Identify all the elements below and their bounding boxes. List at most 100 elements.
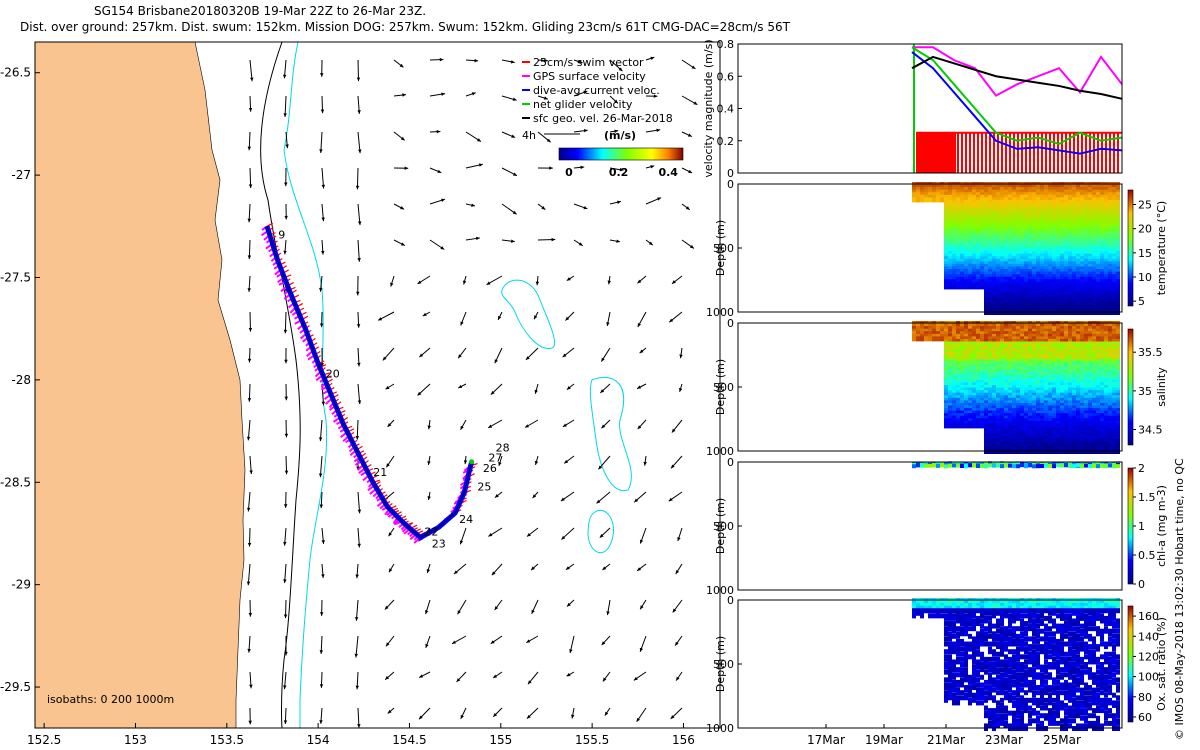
profile-point [1100,187,1104,193]
profile-point [1040,304,1044,310]
profile-point [1112,187,1116,193]
profile-point [1084,202,1088,208]
profile-point [1092,246,1096,251]
profile-point [1012,258,1016,264]
profile-point [1080,299,1084,305]
profile-column [1076,182,1080,315]
profile-point [1088,184,1092,190]
profile-point [1080,215,1084,221]
geo-velocity-arrowhead [284,651,288,656]
profile-point [1040,420,1044,426]
profile-point [1084,235,1088,241]
profile-point [1048,251,1052,257]
profile-point [972,420,976,426]
profile-point [1096,304,1100,310]
profile-point [1036,222,1040,228]
profile-point [1104,297,1108,303]
profile-point [1000,230,1004,236]
profile-point [976,359,980,365]
geo-velocity-arrowhead [688,169,693,173]
profile-point [1056,397,1060,403]
profile-point [972,187,976,193]
profile-point [1104,184,1108,190]
geo-velocity-arrowhead [614,99,618,104]
profile-point [1012,405,1016,411]
profile-point [992,212,996,218]
profile-point [1056,263,1060,269]
profile-point [980,331,984,337]
profile-point [1000,349,1004,355]
profile-point [1024,423,1028,429]
profile-point [1020,189,1024,195]
profile-point [1052,341,1056,347]
profile-point [1028,279,1032,285]
profile-point [1000,271,1004,277]
profile-point [1108,189,1112,195]
profile-point [1024,344,1028,350]
profile-point [944,408,948,414]
profile-point [992,261,996,267]
profile-point [1072,274,1076,280]
profile-point [1080,395,1084,401]
profile-point [1072,220,1076,226]
profile-point [1040,269,1044,275]
map-y-tick-label: -27.5 [0,270,31,284]
profile-point [1108,307,1112,313]
geo-velocity-arrowhead [246,507,251,512]
profile-point [1000,276,1004,282]
profile-point [944,377,948,383]
profile-point [1068,415,1072,421]
profile-point [956,354,960,360]
geo-velocity-arrowhead [356,324,361,328]
profile-point [988,346,992,352]
profile-point [992,395,996,401]
profile-point [996,377,1000,383]
profile-point [1092,215,1096,221]
profile-point [1064,235,1068,241]
profile-point [952,379,956,385]
profile-point [992,382,996,388]
profile-point [1080,413,1084,419]
profile-point [964,217,968,223]
profile-point [992,392,996,398]
profile-point [1052,281,1056,287]
profile-point [1056,323,1060,329]
profile-point [1092,294,1096,300]
profile-point [1008,235,1012,241]
profile-point [1052,189,1056,195]
profile-point [1012,331,1016,337]
profile-point [1080,336,1084,342]
profile-point [1088,205,1092,211]
profile-point [1080,235,1084,241]
profile-point [944,269,948,275]
profile-point [1096,292,1100,298]
profile-point [1020,382,1024,388]
profile-point [976,405,980,411]
profile-point [1036,248,1040,254]
profile-point [1052,261,1056,267]
profile-point [1084,400,1088,406]
geo-velocity-arrowhead [384,605,389,610]
profile-point [1088,217,1092,223]
profile-point [1028,377,1032,383]
profile-point [1064,294,1068,300]
profile-point [1064,233,1068,239]
profile-point [992,415,996,421]
profile-point [1032,194,1036,200]
profile-point [944,256,948,262]
geo-velocity-arrowhead [460,425,464,430]
profile-point [912,192,916,198]
profile-point [1092,230,1096,236]
profile-point [1068,187,1072,193]
profile-point [1044,197,1048,203]
profile-point [948,359,952,365]
geo-velocity-arrowhead [284,182,288,187]
profile-point [1044,225,1048,231]
profile-point [980,225,984,231]
profile-point [984,354,988,360]
profile-point [1064,356,1068,362]
profile-point [1008,302,1012,308]
velocity-series-line [911,46,1123,146]
profile-point [960,258,964,264]
profile-point [1104,215,1108,221]
